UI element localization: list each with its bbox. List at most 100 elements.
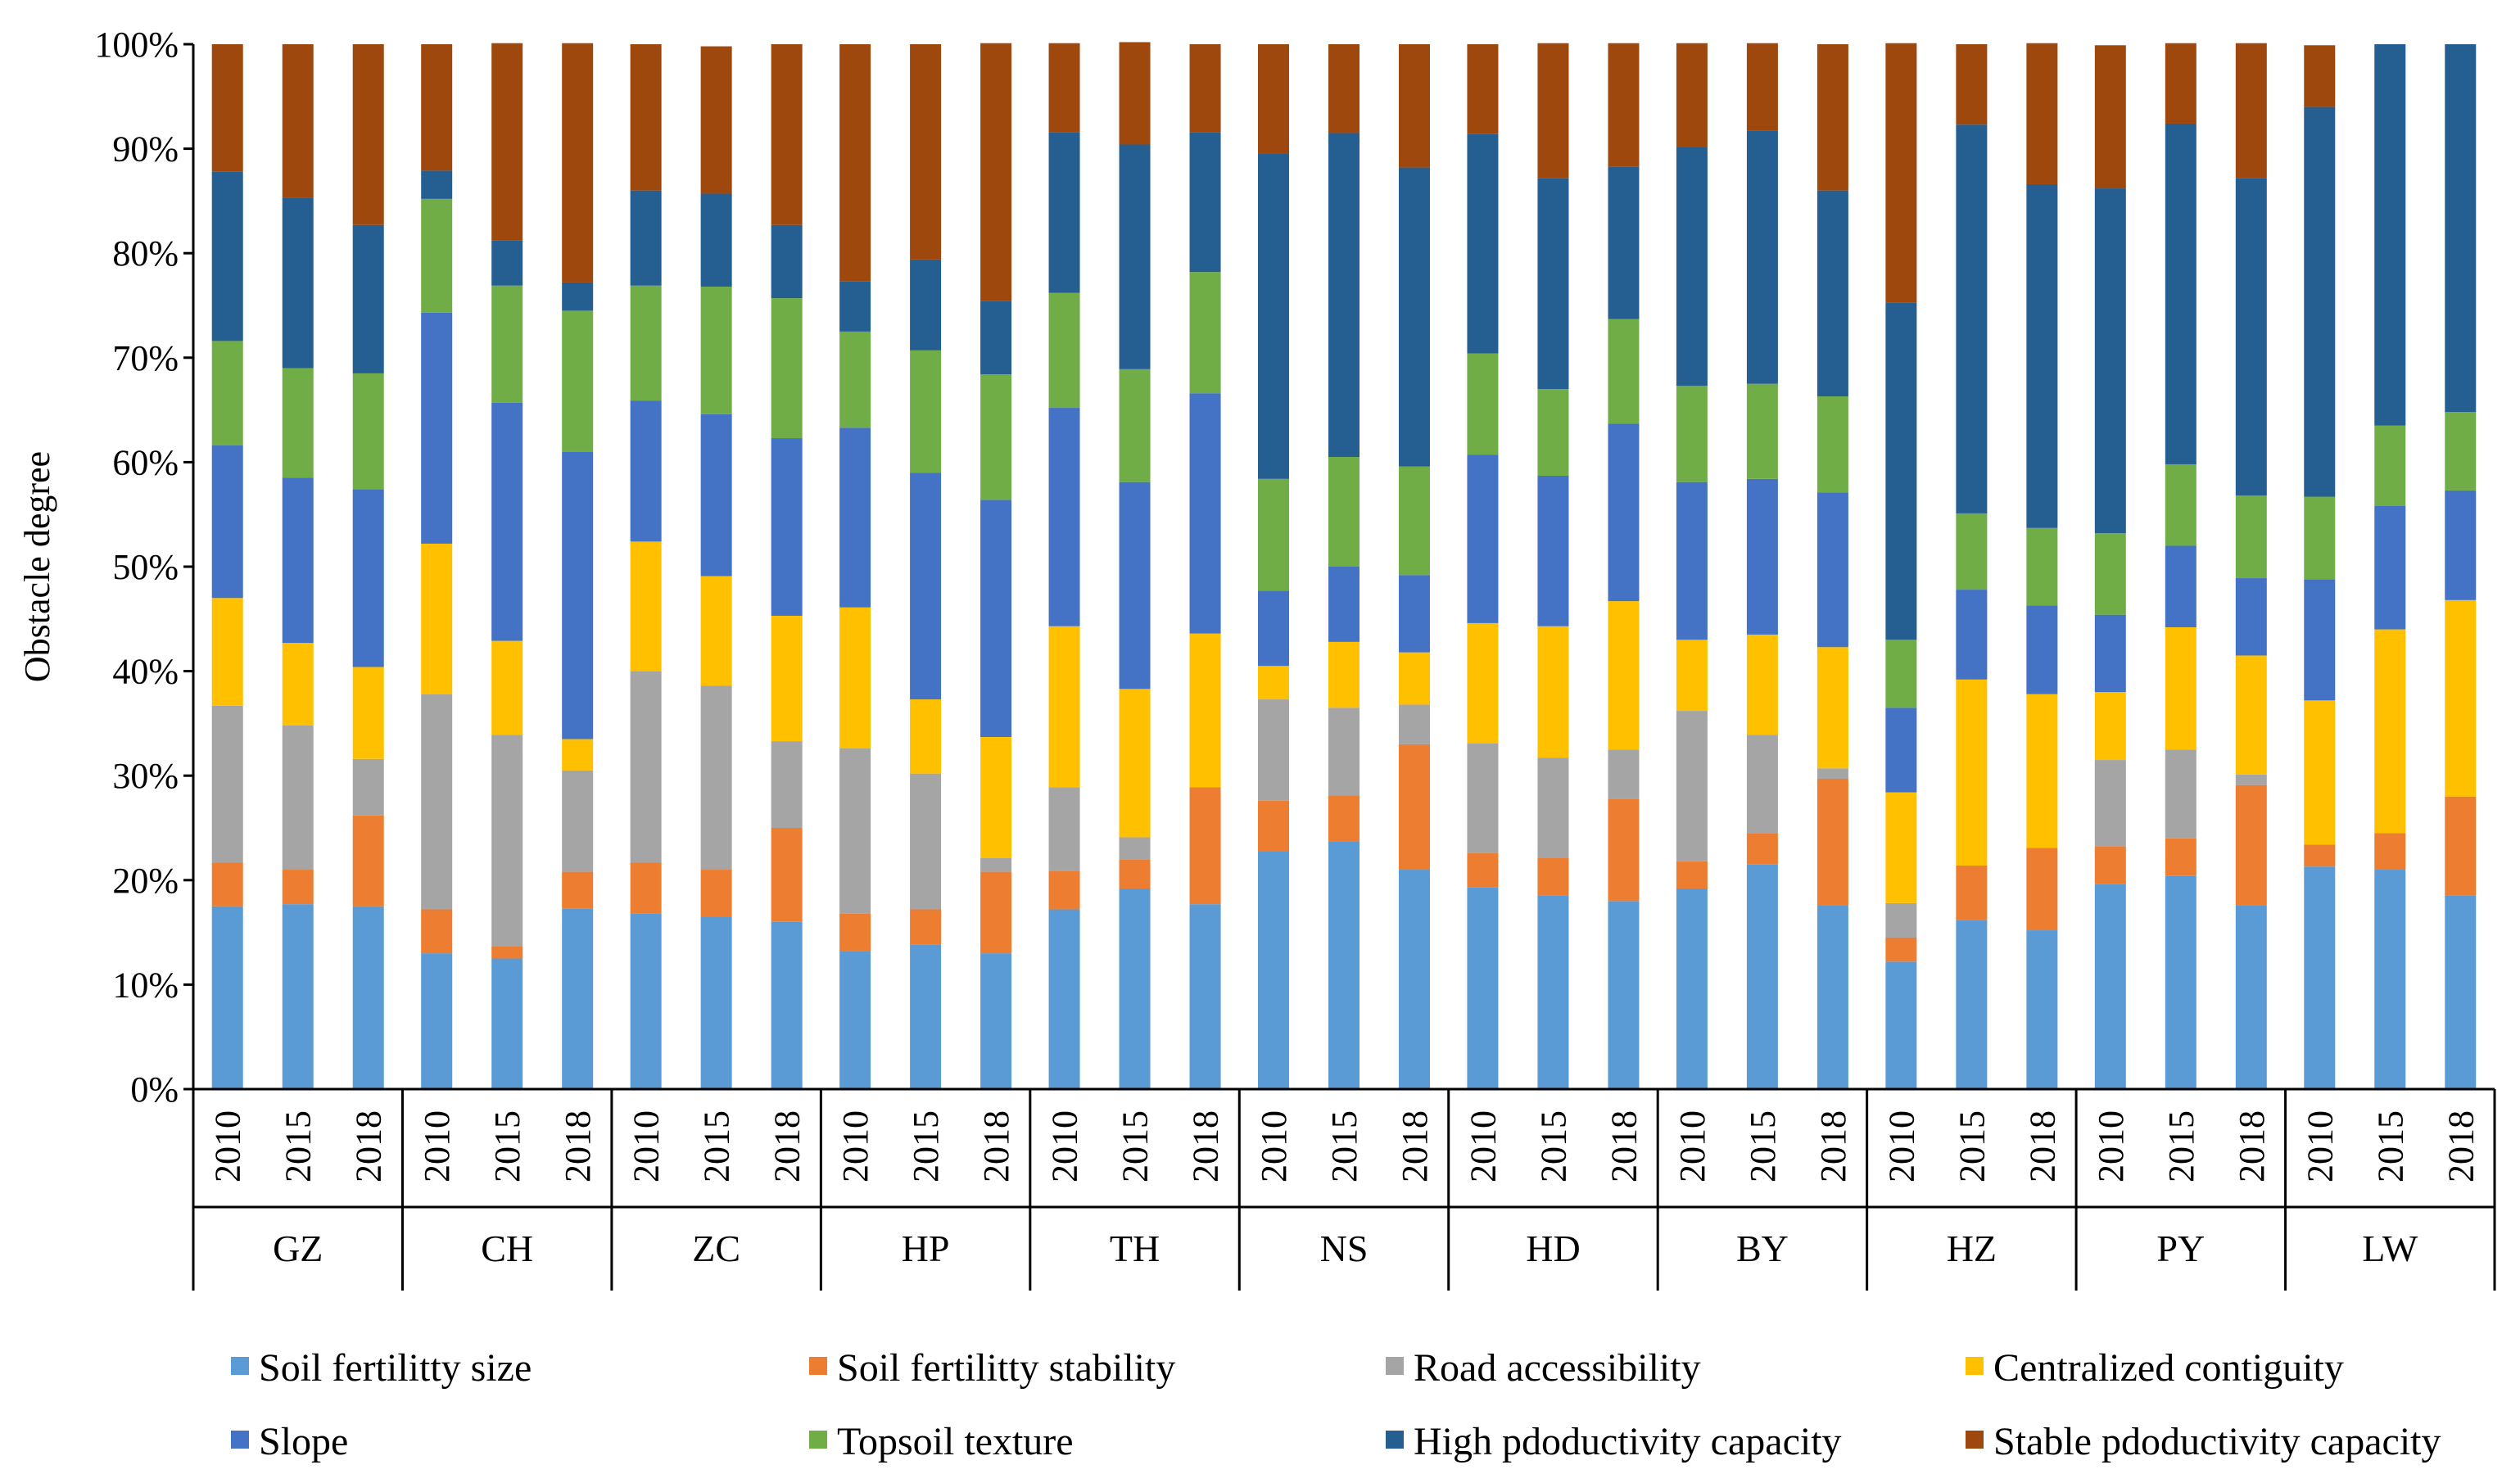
y-tick-label: 60% [112, 442, 179, 482]
bar-segment-hp-2018-s4 [980, 500, 1012, 737]
legend-swatch-2 [1386, 1357, 1404, 1375]
year-tick-label: 2015 [906, 1110, 946, 1182]
bar-segment-hz-2010-s1 [1885, 937, 1917, 962]
year-tick-label: 2010 [1881, 1110, 1921, 1182]
bar-segment-by-2010-s7 [1676, 43, 1708, 147]
bar-segment-hz-2015-s7 [1956, 44, 1988, 125]
bar-segment-gz-2010-s7 [211, 44, 243, 172]
year-tick-label: 2015 [2370, 1110, 2410, 1182]
year-tick-label: 2018 [349, 1110, 389, 1182]
bar-segment-lw-2015-s3 [2374, 629, 2406, 834]
bar-segment-ns-2010-s5 [1258, 478, 1289, 591]
legend-swatch-5 [809, 1431, 827, 1449]
bar-segment-hp-2010-s3 [839, 607, 871, 749]
bar-segment-zc-2018-s3 [771, 615, 803, 742]
bar-segment-zc-2015-s2 [700, 685, 732, 870]
bar-segment-gz-2018-s6 [352, 224, 384, 373]
bar-segment-gz-2018-s4 [352, 489, 384, 667]
bar-segment-th-2018-s1 [1189, 787, 1221, 905]
bar-segment-hp-2018-s6 [980, 301, 1012, 375]
bar-segment-ns-2018-s5 [1399, 466, 1430, 576]
bar-segment-hd-2018-s0 [1608, 901, 1640, 1089]
bar-segment-ch-2018-s7 [562, 43, 594, 283]
bar-segment-zc-2015-s0 [700, 916, 732, 1089]
bar-segment-hz-2010-s5 [1885, 640, 1917, 708]
bar-segment-zc-2010-s3 [630, 541, 662, 671]
bar-segment-lw-2010-s5 [2304, 496, 2336, 580]
bar-segment-th-2010-s4 [1048, 408, 1080, 626]
bar-segment-by-2018-s7 [1816, 44, 1848, 191]
bar-segment-py-2018-s4 [2235, 578, 2267, 656]
bar-segment-th-2010-s2 [1048, 787, 1080, 871]
group-label-gz: GZ [273, 1228, 323, 1269]
bar-segment-ch-2010-s3 [421, 543, 453, 694]
bar-segment-by-2018-s2 [1816, 768, 1848, 780]
bar-segment-by-2010-s4 [1676, 482, 1708, 640]
bar-segment-gz-2010-s3 [211, 598, 243, 706]
bar-segment-ns-2015-s6 [1328, 133, 1360, 458]
bar-segment-by-2015-s4 [1746, 478, 1778, 635]
bar-segment-hz-2015-s4 [1956, 590, 1988, 680]
bar-segment-ns-2018-s4 [1399, 575, 1430, 653]
bar-segment-by-2010-s0 [1676, 888, 1708, 1089]
year-tick-label: 2010 [1045, 1110, 1085, 1182]
year-tick-label: 2010 [2091, 1110, 2131, 1182]
bar-segment-gz-2015-s6 [282, 197, 314, 368]
group-label-ch: CH [481, 1228, 533, 1269]
group-label-hd: HD [1526, 1228, 1580, 1269]
year-tick-label: 2010 [1672, 1110, 1712, 1182]
bar-segment-hp-2015-s5 [910, 350, 942, 473]
bar-segment-py-2015-s3 [2165, 627, 2197, 750]
bar-segment-py-2015-s4 [2165, 545, 2197, 628]
bar-segment-zc-2015-s4 [700, 414, 732, 576]
bar-segment-zc-2015-s5 [700, 287, 732, 414]
year-tick-label: 2010 [2300, 1110, 2340, 1182]
bar-segment-py-2018-s6 [2235, 178, 2267, 496]
bar-segment-hd-2015-s3 [1537, 626, 1569, 758]
bar-segment-py-2010-s2 [2094, 760, 2126, 847]
bar-segment-ch-2018-s3 [562, 739, 594, 771]
bar-segment-hd-2010-s2 [1467, 743, 1499, 853]
bar-segment-hp-2015-s4 [910, 472, 942, 700]
y-tick-label: 0% [130, 1069, 179, 1110]
bar-segment-hd-2010-s4 [1467, 454, 1499, 623]
bar-segment-gz-2018-s1 [352, 815, 384, 907]
y-tick-label: 70% [112, 338, 179, 378]
bar-segment-zc-2010-s0 [630, 913, 662, 1089]
bar-segment-hd-2018-s3 [1608, 601, 1640, 750]
bar-segment-hp-2015-s3 [910, 699, 942, 774]
bar-segment-zc-2018-s2 [771, 741, 803, 828]
bar-segment-gz-2015-s3 [282, 643, 314, 726]
bar-segment-hp-2010-s4 [839, 427, 871, 608]
year-tick-label: 2018 [2022, 1110, 2062, 1182]
bar-segment-py-2018-s5 [2235, 495, 2267, 579]
bar-segment-by-2018-s5 [1816, 396, 1848, 493]
bar-segment-th-2018-s3 [1189, 633, 1221, 788]
bar-segment-hd-2018-s5 [1608, 319, 1640, 424]
bar-segment-th-2015-s7 [1119, 42, 1151, 145]
bar-segment-hd-2015-s1 [1537, 858, 1569, 896]
bar-segment-hd-2010-s5 [1467, 353, 1499, 455]
bar-segment-th-2015-s4 [1119, 482, 1151, 690]
bar-segment-hp-2018-s1 [980, 871, 1012, 954]
legend-swatch-1 [809, 1357, 827, 1375]
bar-segment-ch-2010-s6 [421, 170, 453, 199]
bar-segment-zc-2015-s6 [700, 193, 732, 287]
bar-segment-th-2015-s1 [1119, 859, 1151, 889]
bar-segment-gz-2015-s5 [282, 368, 314, 478]
year-tick-label: 2015 [487, 1110, 527, 1182]
bar-segment-th-2015-s5 [1119, 368, 1151, 482]
bar-segment-hp-2010-s0 [839, 951, 871, 1089]
bar-segment-hz-2010-s3 [1885, 792, 1917, 903]
bar-segment-gz-2015-s7 [282, 44, 314, 198]
y-tick-label: 40% [112, 652, 179, 692]
bar-segment-py-2015-s2 [2165, 749, 2197, 839]
y-tick-label: 10% [112, 965, 179, 1005]
bar-segment-hp-2010-s6 [839, 281, 871, 332]
legend-label-4: Slope [259, 1420, 348, 1463]
bar-segment-ns-2018-s1 [1399, 744, 1430, 870]
y-tick-label: 20% [112, 861, 179, 901]
bar-segment-ns-2010-s4 [1258, 590, 1289, 667]
bar-segment-by-2015-s5 [1746, 383, 1778, 479]
